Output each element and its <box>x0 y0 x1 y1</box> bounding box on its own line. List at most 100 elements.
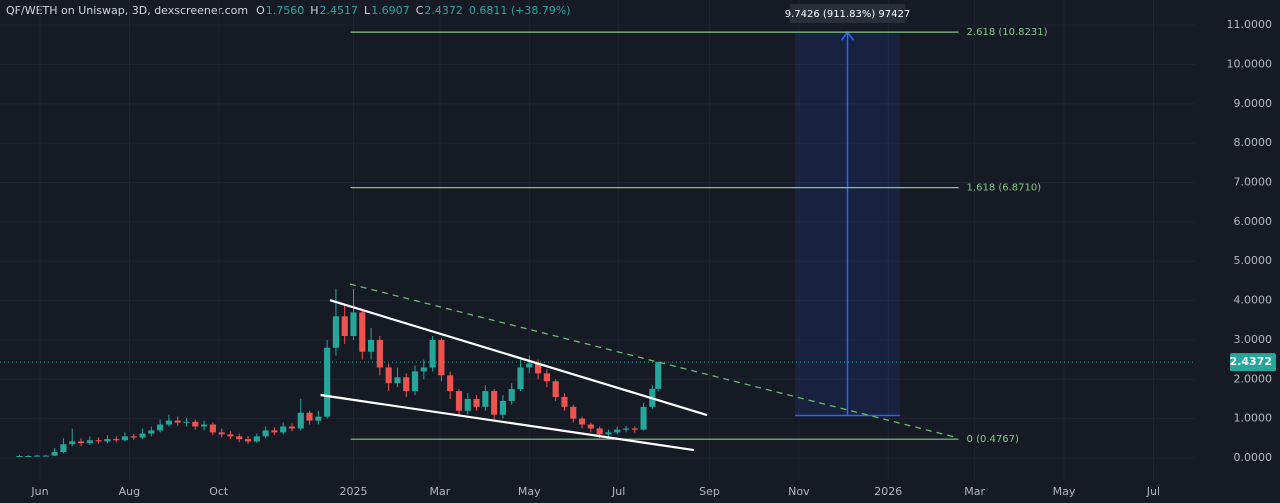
y-tick-label: 2.0000 <box>1234 372 1273 385</box>
x-tick-label: Mar <box>964 485 985 498</box>
candle-body <box>561 396 568 407</box>
ohlc-key: L <box>364 4 371 17</box>
candle-body <box>148 430 155 434</box>
last-price-tag <box>1230 353 1276 372</box>
candle-body <box>183 421 190 423</box>
candle-body <box>297 412 304 429</box>
candle-body <box>33 455 41 457</box>
candle-body <box>280 426 287 433</box>
candle-body <box>640 406 647 430</box>
candle-body <box>622 428 630 430</box>
candle-body <box>359 312 366 352</box>
candle-body <box>86 440 93 444</box>
x-tick-label: Oct <box>209 485 229 498</box>
y-tick-label: 7.0000 <box>1234 176 1273 189</box>
candle-body <box>587 424 594 429</box>
candle-body <box>464 398 471 411</box>
candle-body <box>157 424 164 431</box>
candle-body <box>42 455 49 457</box>
candle-body <box>438 339 445 376</box>
candle-body <box>332 316 340 348</box>
x-tick-label: Jul <box>611 485 625 498</box>
ohlc-key: H <box>310 4 318 17</box>
change: 0.6811 (+38.79%) <box>469 4 571 17</box>
trend-line <box>329 299 708 417</box>
fib-label: 1.618 (6.8710) <box>967 183 1042 194</box>
ohlc-value: 2.4517 <box>320 4 359 17</box>
x-tick-label: Jun <box>30 485 48 498</box>
candle-body <box>482 391 489 407</box>
candle-body <box>192 421 199 427</box>
x-tick-label: Mar <box>430 485 451 498</box>
trend-line <box>349 283 956 438</box>
y-tick-label: 1.0000 <box>1234 412 1273 425</box>
ohlc-key: O <box>256 4 265 17</box>
candle-body <box>655 362 662 389</box>
ohlc-value: 1.6907 <box>371 4 410 17</box>
candle-body <box>113 439 120 441</box>
x-tick-label: May <box>518 485 541 498</box>
candle-body <box>341 316 348 336</box>
candle-body <box>253 436 260 442</box>
candle-body <box>95 440 102 442</box>
chart-title: QF/WETH on Uniswap, 3D, dexscreener.com <box>6 4 248 17</box>
candle-body <box>535 363 542 374</box>
candle-body <box>262 430 269 437</box>
candle-body <box>165 420 172 425</box>
candle-body <box>209 424 216 433</box>
candle-body <box>578 418 586 425</box>
trend-line <box>320 393 695 452</box>
candle-body <box>236 436 243 440</box>
candle-body <box>596 428 603 435</box>
y-tick-label: 5.0000 <box>1234 254 1273 267</box>
candle-body <box>139 433 146 438</box>
candle-body <box>288 426 296 429</box>
candle-body <box>508 389 515 401</box>
fib-label: 0 (0.4767) <box>967 434 1019 445</box>
x-tick-label: 2026 <box>874 485 902 498</box>
candle-body <box>570 406 577 419</box>
candle-body <box>631 428 638 430</box>
x-tick-label: May <box>1053 485 1076 498</box>
candle-body <box>77 441 85 444</box>
candle-body <box>306 412 313 421</box>
candle-body <box>447 375 454 392</box>
x-tick-label: Jul <box>1146 485 1160 498</box>
candle-body <box>69 441 76 445</box>
candle-body <box>491 391 498 415</box>
candle-body <box>526 363 533 368</box>
candle-body <box>244 439 252 442</box>
candle-body <box>411 371 419 392</box>
y-tick-label: 3.0000 <box>1234 333 1273 346</box>
ohlc-key: C <box>416 4 424 17</box>
candle-body <box>315 416 322 421</box>
candle-body <box>227 434 234 437</box>
candle-body <box>614 429 621 433</box>
candle-body <box>499 400 507 415</box>
candle-body <box>271 430 278 433</box>
candle-body <box>429 339 436 368</box>
candle-body <box>517 367 524 390</box>
candle-body <box>403 377 410 392</box>
y-tick-label: 8.0000 <box>1234 136 1273 149</box>
candle-body <box>218 432 225 435</box>
ohlc-value: 2.4372 <box>424 4 463 17</box>
candle-body <box>543 373 550 382</box>
x-tick-label: Sep <box>699 485 720 498</box>
candle-body <box>473 398 480 407</box>
candle-body <box>200 424 208 427</box>
y-tick-label: 6.0000 <box>1234 215 1273 228</box>
measure-label-bg <box>789 4 906 23</box>
candle-body <box>605 432 612 435</box>
candle-body <box>324 347 331 417</box>
candle-body <box>130 436 137 438</box>
candle-body <box>121 436 129 441</box>
candle-body <box>51 452 58 456</box>
candle-body <box>368 339 375 352</box>
y-tick-label: 9.0000 <box>1234 97 1273 110</box>
candle-body <box>350 312 357 336</box>
candle-body <box>104 439 111 442</box>
